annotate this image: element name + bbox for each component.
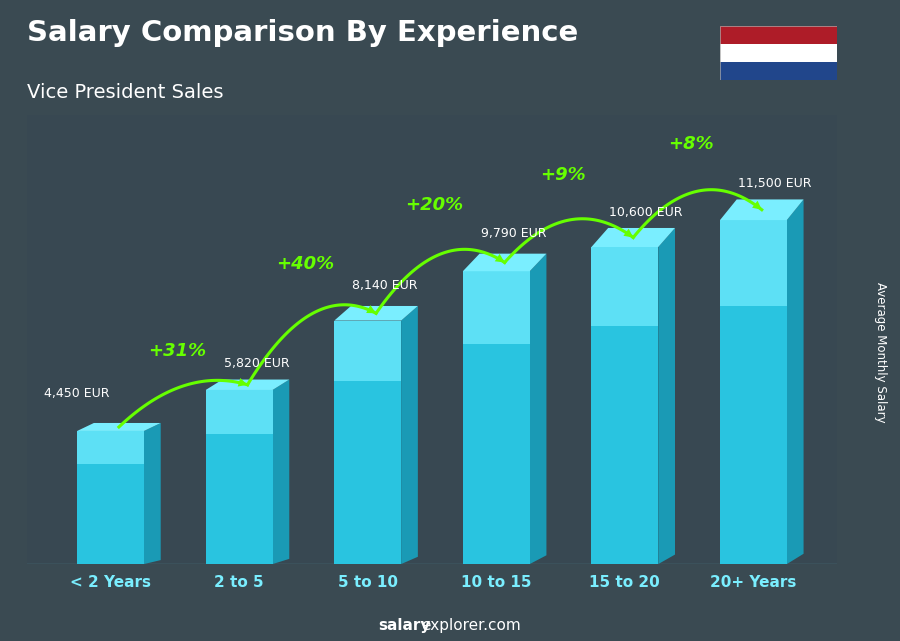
Bar: [720, 220, 787, 306]
Bar: [720, 62, 837, 80]
Text: +40%: +40%: [276, 254, 335, 272]
Bar: [591, 247, 658, 326]
Text: +20%: +20%: [405, 196, 463, 214]
Text: +8%: +8%: [669, 135, 714, 153]
Polygon shape: [720, 199, 804, 220]
Polygon shape: [530, 254, 546, 564]
Text: 10,600 EUR: 10,600 EUR: [609, 206, 683, 219]
Polygon shape: [206, 379, 289, 390]
Polygon shape: [658, 228, 675, 564]
Polygon shape: [591, 228, 675, 247]
Bar: [463, 271, 530, 344]
Polygon shape: [787, 199, 804, 564]
Text: 9,790 EUR: 9,790 EUR: [481, 227, 546, 240]
Polygon shape: [463, 254, 546, 271]
Text: Vice President Sales: Vice President Sales: [27, 83, 223, 103]
Polygon shape: [401, 306, 418, 564]
Text: 11,500 EUR: 11,500 EUR: [738, 177, 812, 190]
Bar: [334, 320, 401, 381]
Text: explorer.com: explorer.com: [421, 619, 521, 633]
Bar: [77, 431, 144, 464]
Bar: [334, 381, 401, 564]
Bar: [591, 326, 658, 564]
Text: 5,820 EUR: 5,820 EUR: [224, 357, 289, 370]
Polygon shape: [144, 423, 161, 564]
Text: +9%: +9%: [540, 166, 585, 184]
Text: 4,450 EUR: 4,450 EUR: [44, 387, 109, 400]
Bar: [720, 306, 787, 564]
Text: salary: salary: [378, 619, 430, 633]
Polygon shape: [273, 379, 289, 564]
Text: 8,140 EUR: 8,140 EUR: [352, 279, 418, 292]
Text: Average Monthly Salary: Average Monthly Salary: [874, 282, 886, 423]
Polygon shape: [334, 306, 418, 320]
Bar: [720, 26, 837, 44]
Text: +31%: +31%: [148, 342, 206, 360]
Bar: [720, 44, 837, 62]
Text: Salary Comparison By Experience: Salary Comparison By Experience: [27, 19, 578, 47]
Bar: [206, 433, 273, 564]
Bar: [463, 344, 530, 564]
Bar: [77, 464, 144, 564]
Bar: [206, 390, 273, 433]
Polygon shape: [77, 423, 161, 431]
